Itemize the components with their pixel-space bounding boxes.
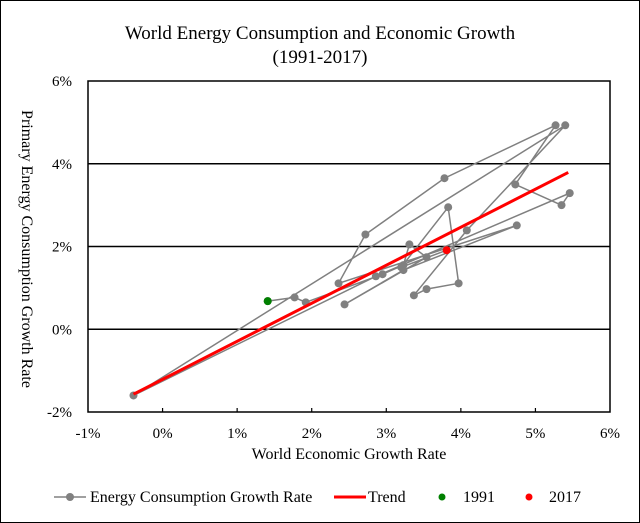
energy-growth-point bbox=[565, 189, 574, 198]
energy-growth-point bbox=[334, 279, 343, 288]
energy-growth-point bbox=[340, 300, 349, 309]
legend-energy-label: Energy Consumption Growth Rate bbox=[90, 489, 312, 506]
legend-1991-label: 1991 bbox=[463, 489, 495, 506]
x-tick-label: -1% bbox=[76, 426, 101, 442]
energy-growth-point bbox=[551, 121, 560, 130]
energy-growth-point bbox=[512, 221, 521, 230]
legend-2017-label: 2017 bbox=[549, 489, 581, 506]
y-tick-label: 2% bbox=[52, 240, 72, 256]
chart-title: World Energy Consumption and Economic Gr… bbox=[125, 23, 516, 44]
energy-growth-point bbox=[371, 272, 380, 281]
y-tick-label: -2% bbox=[47, 405, 72, 421]
x-tick-label: 2% bbox=[302, 426, 322, 442]
x-axis-ticks: -1% 0% 1% 2% 3% 4% 5% 6% bbox=[76, 408, 620, 442]
x-tick-label: 6% bbox=[600, 426, 620, 442]
plot-area bbox=[87, 80, 611, 413]
energy-growth-point bbox=[454, 279, 463, 288]
energy-growth-point bbox=[561, 121, 570, 130]
y-tick-label: 4% bbox=[52, 157, 72, 173]
year-2017-point bbox=[442, 246, 451, 255]
energy-growth-point bbox=[378, 270, 387, 279]
chart-subtitle: (1991-2017) bbox=[273, 47, 368, 68]
x-tick-label: 3% bbox=[376, 426, 396, 442]
y-tick-label: 6% bbox=[52, 74, 72, 90]
energy-growth-point bbox=[405, 240, 414, 249]
gridlines bbox=[88, 163, 610, 330]
energy-growth-point bbox=[511, 180, 520, 189]
year-1991-point bbox=[263, 297, 272, 306]
energy-growth-point bbox=[409, 291, 418, 300]
x-tick-label: 4% bbox=[451, 426, 471, 442]
data-series bbox=[129, 121, 574, 400]
energy-growth-point bbox=[422, 253, 431, 262]
energy-growth-point bbox=[462, 226, 471, 235]
y-tick-label: 0% bbox=[52, 322, 72, 338]
energy-growth-point bbox=[422, 285, 431, 294]
legend-2017-marker-icon bbox=[525, 493, 533, 501]
legend-trend-label: Trend bbox=[368, 489, 406, 506]
plot-border bbox=[87, 80, 611, 413]
energy-growth-point bbox=[440, 174, 449, 183]
x-tick-label: 1% bbox=[227, 426, 247, 442]
legend-energy-marker-icon bbox=[66, 493, 74, 501]
x-axis-label: World Economic Growth Rate bbox=[252, 446, 447, 463]
x-tick-label: 0% bbox=[153, 426, 173, 442]
y-axis-label: Primary Energy Consumption Growth Rate bbox=[18, 110, 35, 388]
trend-line bbox=[132, 171, 569, 396]
energy-growth-point bbox=[290, 293, 299, 302]
legend-1991-marker-icon bbox=[438, 493, 446, 501]
energy-growth-point bbox=[361, 230, 370, 239]
energy-growth-line bbox=[133, 123, 572, 397]
legend: Energy Consumption Growth Rate Trend 1991 2… bbox=[54, 489, 581, 506]
x-tick-label: 5% bbox=[525, 426, 545, 442]
energy-growth-point bbox=[557, 201, 566, 210]
energy-growth-point bbox=[444, 203, 453, 212]
energy-growth-point bbox=[397, 263, 406, 272]
y-axis-ticks: -2% 0% 2% 4% 6% bbox=[47, 74, 72, 421]
